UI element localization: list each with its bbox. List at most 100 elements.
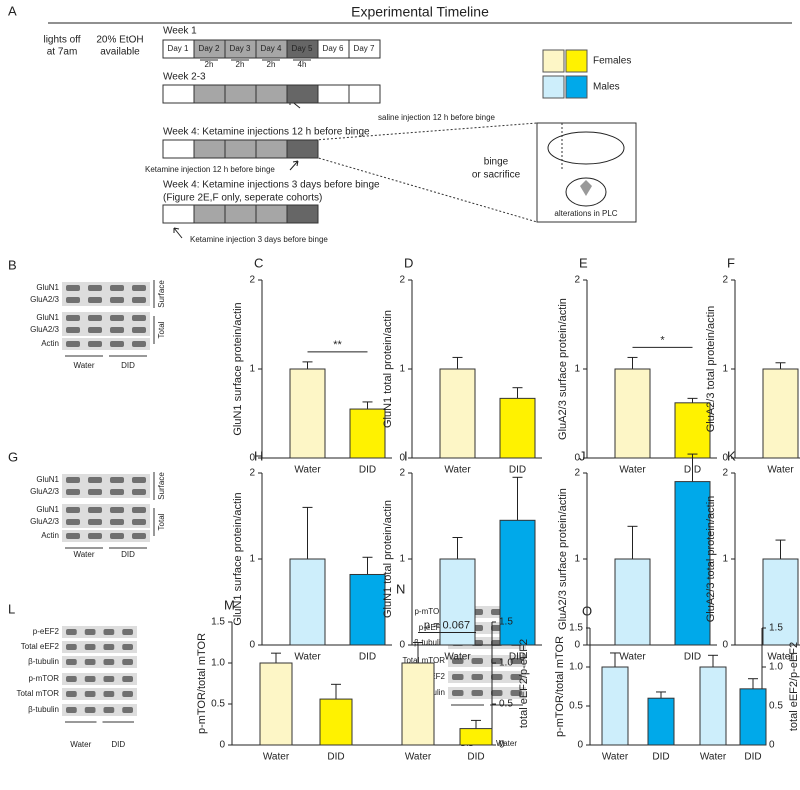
- y-tick-label: 1.5: [569, 623, 583, 634]
- y2-axis-label: total eEF2/p-eEF2: [788, 642, 800, 731]
- y-tick-label: 1: [574, 554, 580, 565]
- bar: [674, 481, 711, 646]
- blot-band: [110, 327, 124, 333]
- blot-band: [66, 507, 80, 513]
- blot-row-label: p-mTOR: [28, 674, 59, 683]
- blot-band: [103, 644, 115, 650]
- week-label: Week 2-3: [163, 72, 206, 83]
- blot-band: [132, 519, 146, 525]
- blot-band: [103, 676, 115, 682]
- significance-label: *: [660, 334, 665, 346]
- y-tick-label: 0: [577, 740, 583, 751]
- blot-row-label: GluN1: [36, 283, 59, 292]
- y-tick-label: 1: [249, 554, 255, 565]
- legend-label: Females: [593, 56, 631, 67]
- blot-row-label: GluA2/3: [30, 517, 59, 526]
- note: or sacrifice: [472, 170, 521, 181]
- column-label: DID: [121, 361, 135, 370]
- day-box: [224, 204, 257, 224]
- panel-label: E: [579, 255, 588, 270]
- blot-band: [510, 690, 522, 696]
- note: binge: [484, 157, 509, 168]
- group-label: Total: [157, 321, 166, 338]
- x-tick-label: Water: [444, 465, 471, 476]
- blot-band: [510, 674, 522, 680]
- blot-band: [510, 658, 522, 664]
- blot-band: [110, 341, 124, 347]
- blot-strip: [62, 338, 150, 350]
- y-tick-label: 2: [399, 468, 405, 479]
- x-tick-label: Water: [294, 652, 321, 663]
- day-label: Day 4: [261, 44, 282, 53]
- panel-label: F: [727, 255, 735, 270]
- column-label: Water: [496, 739, 517, 748]
- column-label: Water: [73, 550, 94, 559]
- bar: [614, 558, 651, 646]
- blot-band: [122, 629, 133, 635]
- bar: [614, 368, 651, 459]
- blot-band: [66, 327, 80, 333]
- blot-band: [66, 644, 77, 650]
- day-box: [193, 204, 226, 224]
- blot-band: [88, 315, 102, 321]
- blot-band: [132, 489, 146, 495]
- x-tick-label: Water: [767, 465, 794, 476]
- blot-band: [66, 477, 80, 483]
- brain-sagittal: [547, 131, 625, 165]
- y-tick-label: 0: [499, 740, 505, 751]
- y-tick-label: 0.5: [569, 701, 583, 712]
- panel-label: D: [404, 255, 413, 270]
- y-tick-label: 0: [249, 453, 255, 464]
- bar: [674, 402, 711, 459]
- blot-row-label: p-eEF2: [419, 623, 446, 632]
- x-tick-label: Water: [405, 752, 432, 763]
- x-tick-label: Water: [602, 752, 629, 763]
- y-tick-label: 2: [574, 275, 580, 286]
- blot-band: [110, 477, 124, 483]
- blot-strip: [62, 474, 150, 486]
- day-box: [162, 84, 195, 104]
- blot-band: [66, 341, 80, 347]
- day-label: Day 2: [199, 44, 220, 53]
- group-label: Surface: [157, 472, 166, 500]
- y-axis-label: GluA2/3 total protein/actin: [705, 496, 717, 623]
- blot-band: [66, 676, 77, 682]
- blot-band: [66, 629, 77, 635]
- y-tick-label: 2: [574, 468, 580, 479]
- blot-band: [88, 519, 102, 525]
- blot-strip: [62, 516, 150, 528]
- bar: [319, 698, 353, 746]
- blot-row-label: GluN1: [36, 313, 59, 322]
- x-tick-label: Water: [619, 652, 646, 663]
- arrow: [289, 160, 299, 171]
- blot-row-label: Total mTOR: [16, 689, 59, 698]
- y-tick-label: 2: [722, 275, 728, 286]
- blot-band: [88, 327, 102, 333]
- blot-band: [84, 659, 96, 665]
- blot-band: [88, 533, 102, 539]
- plc: [580, 180, 592, 196]
- panel-label: C: [254, 255, 263, 270]
- y-tick-label: 0: [219, 740, 225, 751]
- blot-band: [110, 315, 124, 321]
- note: available: [100, 47, 140, 58]
- blot-band: [88, 285, 102, 291]
- panel-label: K: [727, 448, 736, 463]
- x-tick-label: DID: [327, 752, 344, 763]
- blot-band: [122, 644, 133, 650]
- legend-swatch: [542, 49, 565, 73]
- bar: [439, 558, 476, 646]
- day-label: Day 5: [292, 44, 313, 53]
- y-tick-label: 0.5: [499, 699, 513, 710]
- week-label: Week 4: Ketamine injections 12 h before …: [163, 127, 370, 138]
- blot-band: [110, 519, 124, 525]
- blot-row-label: GluA2/3: [30, 295, 59, 304]
- brain-coronal: [565, 177, 607, 207]
- panel-label: L: [8, 601, 15, 616]
- y-tick-label: 2: [249, 468, 255, 479]
- day-box: [224, 139, 257, 159]
- y-tick-label: 1.0: [211, 658, 225, 669]
- y-axis-label: p-mTOR/total mTOR: [554, 636, 566, 737]
- blot-band: [66, 315, 80, 321]
